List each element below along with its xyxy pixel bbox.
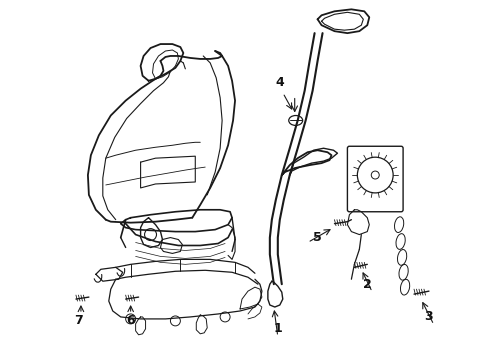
Text: 5: 5: [313, 231, 321, 244]
Text: 2: 2: [362, 278, 371, 291]
Text: 6: 6: [126, 314, 135, 327]
Text: 1: 1: [273, 322, 282, 336]
Text: 3: 3: [424, 310, 432, 323]
Text: 4: 4: [275, 76, 284, 89]
Text: 7: 7: [74, 314, 83, 327]
